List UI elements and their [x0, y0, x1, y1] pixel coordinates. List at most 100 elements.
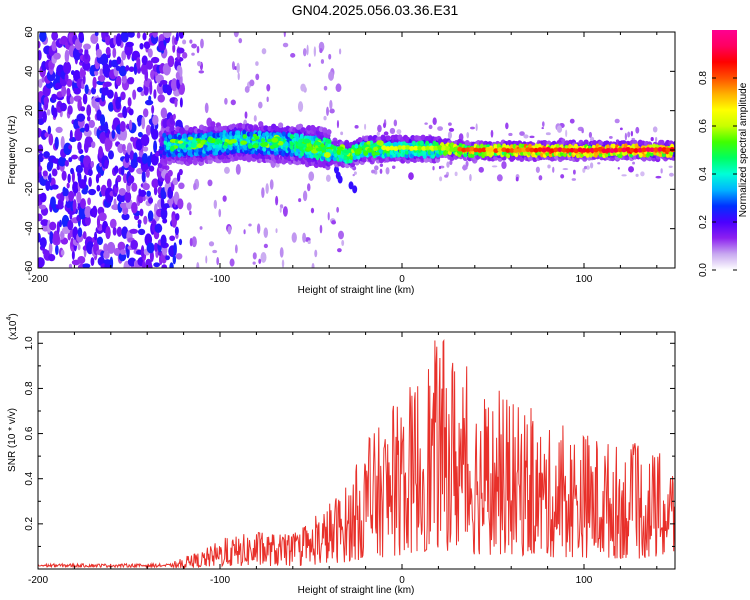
spectrogram-cell — [348, 181, 354, 190]
spectrogram-cell — [54, 136, 59, 150]
spectrogram-cell — [176, 172, 181, 182]
snr-x-label: Height of straight line (km) — [298, 585, 415, 596]
spectrogram-cell — [569, 118, 575, 124]
spectrogram-cell — [315, 147, 322, 152]
colorbar-tick-label: 0.6 — [698, 119, 709, 133]
spectrogram-cell — [308, 171, 315, 182]
spectrogram-cell — [371, 169, 376, 174]
spectrogram-cell — [336, 120, 340, 129]
spectrogram-cell — [144, 68, 149, 82]
spectrogram-cell — [541, 127, 544, 130]
spectrogram-cell — [236, 130, 241, 136]
spectrogram-cell — [601, 148, 607, 154]
spectrogram-cell — [432, 166, 435, 171]
spectrogram-cell — [118, 65, 127, 77]
spectrogram-cell — [68, 190, 75, 202]
spectrogram-cell — [381, 145, 387, 151]
spectrogram-cell — [489, 147, 495, 152]
spectrogram-cell — [104, 159, 109, 169]
spectrogram-cell — [90, 160, 95, 168]
snr-multiplier-base: (x10 — [8, 320, 19, 340]
spectrogram-cell — [78, 206, 87, 220]
spectrogram-cell — [310, 207, 315, 214]
spectrogram-cell — [49, 221, 57, 231]
spectrogram-cell — [573, 169, 576, 175]
spectrogram-cell — [605, 144, 610, 150]
spectrogram-cell — [162, 63, 171, 76]
spectrogram-cell — [68, 144, 73, 150]
spectrogram-cell — [136, 56, 141, 70]
spectrogram-cell — [39, 32, 47, 42]
spectrogram-cell — [396, 129, 402, 135]
spectrogram-cell — [64, 159, 69, 167]
spectrogram-cell — [71, 249, 75, 261]
spectrogram-cell — [127, 175, 135, 184]
spectrogram-cell — [380, 134, 386, 141]
spectrogram-cell — [641, 147, 647, 153]
spectrogram-cell — [130, 239, 139, 250]
spectrogram-cell — [149, 81, 153, 95]
y-tick-label: -20 — [24, 182, 35, 197]
spectrogram-cell — [80, 69, 86, 77]
spectrogram-cell — [115, 33, 122, 47]
spectrogram-cell — [535, 166, 540, 173]
spectrogram-cell — [267, 138, 272, 143]
spectrogram-cell — [191, 52, 195, 56]
spectrogram-cell — [61, 84, 67, 97]
spectrogram-cell — [223, 141, 229, 147]
spectrogram-cell — [265, 183, 269, 195]
spectrogram-cell — [122, 106, 128, 119]
spectrogram-cell — [323, 115, 327, 121]
snr-multiplier-close: ) — [8, 313, 19, 316]
spectrogram-cell — [176, 47, 185, 54]
spectrogram-cell — [129, 150, 135, 162]
spectrogram-cell — [56, 165, 61, 171]
y-tick-label: -40 — [24, 221, 35, 236]
spectrogram-cell — [40, 219, 49, 227]
spectrogram-cell — [179, 97, 183, 108]
spectrogram-cell — [99, 114, 106, 126]
spectrogram-cell — [653, 147, 659, 153]
spectrogram-cell — [438, 165, 442, 170]
spectrogram-cell — [175, 253, 183, 260]
spectrogram-cell — [82, 74, 86, 85]
spectrogram-cell — [341, 239, 345, 246]
spectrogram-cell — [60, 249, 65, 256]
spectrogram-cell — [69, 96, 74, 105]
spectrogram-cell — [75, 165, 84, 174]
y-tick-label: 60 — [24, 26, 35, 38]
spectrogram-cell — [542, 140, 548, 146]
spectrogram-cell — [178, 168, 183, 176]
spectrogram-cell — [95, 48, 103, 58]
spectrogram-cell — [121, 50, 127, 61]
spectrogram-cell — [635, 126, 640, 134]
spectrogram-cell — [448, 122, 452, 126]
spectrogram-cell — [143, 41, 151, 49]
spectrogram-cell — [153, 262, 161, 268]
spectrogram-cell — [40, 129, 48, 140]
spectrogram-cell — [120, 249, 127, 255]
x-tick-label: 0 — [399, 274, 405, 285]
spectrogram-cell — [645, 147, 651, 152]
spectrogram-cell — [299, 133, 304, 139]
spectrogram-cell — [257, 130, 262, 136]
spectrogram-cell — [521, 147, 527, 153]
spectrogram-cell — [213, 199, 217, 209]
spectrogram-cell — [171, 35, 175, 46]
spectrogram-cell — [303, 138, 311, 144]
spectrogram-cell — [364, 123, 367, 130]
spectrogram-cell — [103, 243, 109, 253]
spectrogram-cell — [405, 145, 411, 150]
spectrogram-cell — [383, 131, 389, 136]
spectrogram-cell — [38, 78, 43, 89]
spectrogram-cell — [508, 132, 513, 137]
spectrogram-cell — [562, 168, 569, 171]
spectrogram-cell — [593, 147, 599, 153]
spectrogram-cell — [581, 147, 587, 153]
spectrogram-cell — [290, 53, 296, 58]
spectrogram-cell — [167, 134, 173, 140]
spectrogram-cell — [377, 124, 382, 133]
spectrogram-cell — [448, 127, 455, 132]
spectrogram-cell — [523, 134, 529, 139]
spectrogram-cell — [302, 190, 308, 202]
